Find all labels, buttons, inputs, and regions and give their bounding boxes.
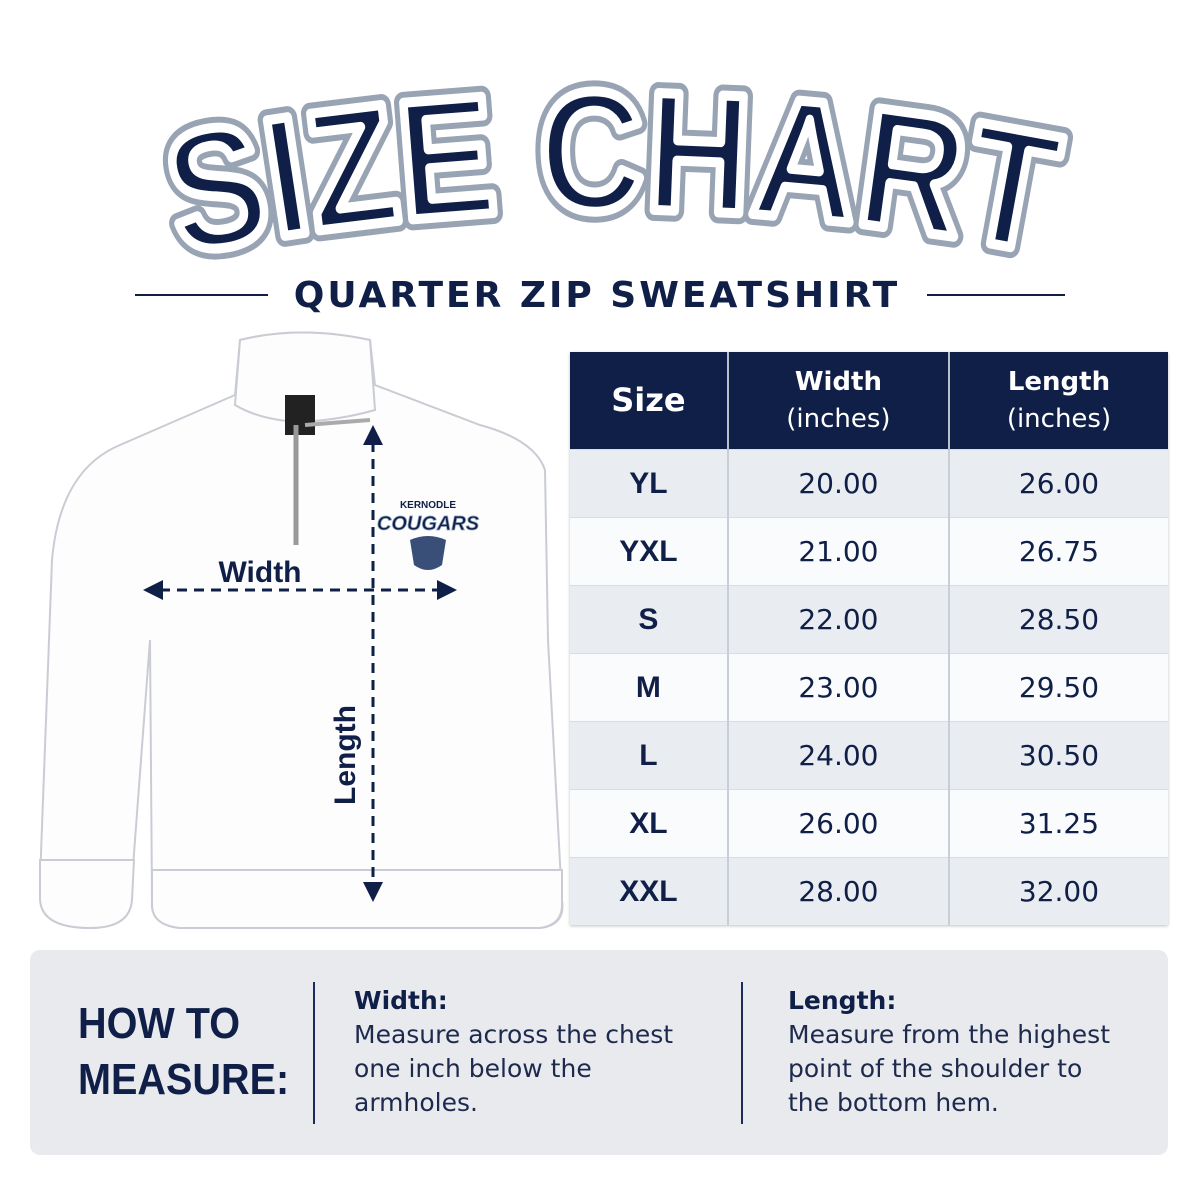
length-label: Length bbox=[329, 705, 362, 805]
table-row: XXL 28.00 32.00 bbox=[570, 857, 1168, 925]
width-instructions: Width: Measure across the chest one inch… bbox=[354, 984, 714, 1120]
size-cell: YL bbox=[570, 449, 728, 518]
title-text: SIZE CHART bbox=[147, 52, 1076, 296]
arrow-head bbox=[363, 425, 383, 445]
width-label: Width bbox=[218, 556, 301, 589]
value-cell: 32.00 bbox=[947, 857, 1168, 925]
value-cell: 21.00 bbox=[726, 517, 949, 586]
value-cell: 28.00 bbox=[726, 857, 949, 925]
value-cell: 26.00 bbox=[947, 449, 1168, 518]
column-unit: (inches) bbox=[1006, 403, 1112, 434]
column-label: Size bbox=[611, 381, 686, 420]
value-cell: 30.50 bbox=[947, 721, 1168, 790]
arrow-head bbox=[363, 882, 383, 902]
column-header: Size bbox=[570, 352, 728, 450]
width-heading: Width: bbox=[354, 986, 448, 1015]
value-cell: 28.50 bbox=[947, 585, 1168, 654]
table-row: YL 20.00 26.00 bbox=[570, 449, 1168, 518]
value-cell: 23.00 bbox=[726, 653, 949, 722]
column-label: Length bbox=[1007, 367, 1111, 398]
table-row: L 24.00 30.50 bbox=[570, 721, 1168, 790]
value-cell: 26.75 bbox=[947, 517, 1168, 586]
length-instructions: Length: Measure from the highest point o… bbox=[788, 984, 1128, 1120]
divider bbox=[741, 982, 743, 1124]
tag bbox=[285, 395, 315, 435]
size-cell: M bbox=[570, 653, 728, 722]
zipper-pull bbox=[304, 418, 371, 427]
value-cell: 20.00 bbox=[726, 449, 949, 518]
length-text: Measure from the highest point of the sh… bbox=[788, 1020, 1111, 1117]
logo: KERNODLE COUGARS bbox=[376, 500, 480, 570]
column-header: Width (inches) bbox=[726, 352, 949, 450]
value-cell: 31.25 bbox=[947, 789, 1168, 858]
collar bbox=[233, 331, 377, 424]
size-table: Size Width (inches) Length (inches) YL 20.00 2… bbox=[570, 352, 1168, 925]
how-title-line: HOW TO bbox=[78, 999, 241, 1048]
how-title-line: MEASURE: bbox=[78, 1055, 290, 1104]
title: SIZE CHART bbox=[152, 57, 1071, 291]
how-to-measure: HOW TO MEASURE: Width: Measure across th… bbox=[30, 950, 1168, 1155]
size-cell: L bbox=[570, 721, 728, 790]
size-cell: YXL bbox=[570, 517, 728, 586]
arrow-head bbox=[143, 580, 163, 600]
value-cell: 26.00 bbox=[726, 789, 949, 858]
logo-main: COUGARS bbox=[377, 513, 480, 535]
cuff bbox=[39, 859, 136, 930]
header-row: Size Width (inches) Length (inches) bbox=[570, 352, 1168, 450]
length-heading: Length: bbox=[788, 986, 897, 1015]
title-outline: SIZE CHART bbox=[152, 57, 1071, 291]
size-cell: XL bbox=[570, 789, 728, 858]
logo-top: KERNODLE bbox=[400, 500, 456, 511]
value-cell: 29.50 bbox=[947, 653, 1168, 722]
table-body: YL 20.00 26.00 YXL 21.00 26.75 S 22.00 28.50 M 23.… bbox=[570, 449, 1168, 925]
width-text: Measure across the chest one inch below … bbox=[354, 1020, 674, 1117]
subtitle: QUARTER ZIP SWEATSHIRT bbox=[294, 275, 900, 316]
table-row: XL 26.00 31.25 bbox=[570, 789, 1168, 858]
how-title: HOW TO MEASURE: bbox=[78, 996, 289, 1108]
size-cell: XXL bbox=[570, 857, 728, 925]
size-cell: S bbox=[570, 585, 728, 654]
table-row: M 23.00 29.50 bbox=[570, 653, 1168, 722]
value-cell: 24.00 bbox=[726, 721, 949, 790]
column-header: Length (inches) bbox=[947, 352, 1168, 450]
sweatshirt bbox=[38, 331, 564, 930]
column-label: Width bbox=[794, 367, 882, 398]
value-cell: 22.00 bbox=[726, 585, 949, 654]
logo-mascot bbox=[410, 536, 446, 570]
column-unit: (inches) bbox=[786, 403, 891, 434]
measure-arrows bbox=[143, 425, 457, 902]
divider bbox=[313, 982, 315, 1124]
arrow-head bbox=[437, 580, 457, 600]
waistband bbox=[151, 869, 563, 929]
title-outline-text: SIZE CHART bbox=[141, 46, 1082, 302]
table-row: YXL 21.00 26.75 bbox=[570, 517, 1168, 586]
table-row: S 22.00 28.50 bbox=[570, 585, 1168, 654]
